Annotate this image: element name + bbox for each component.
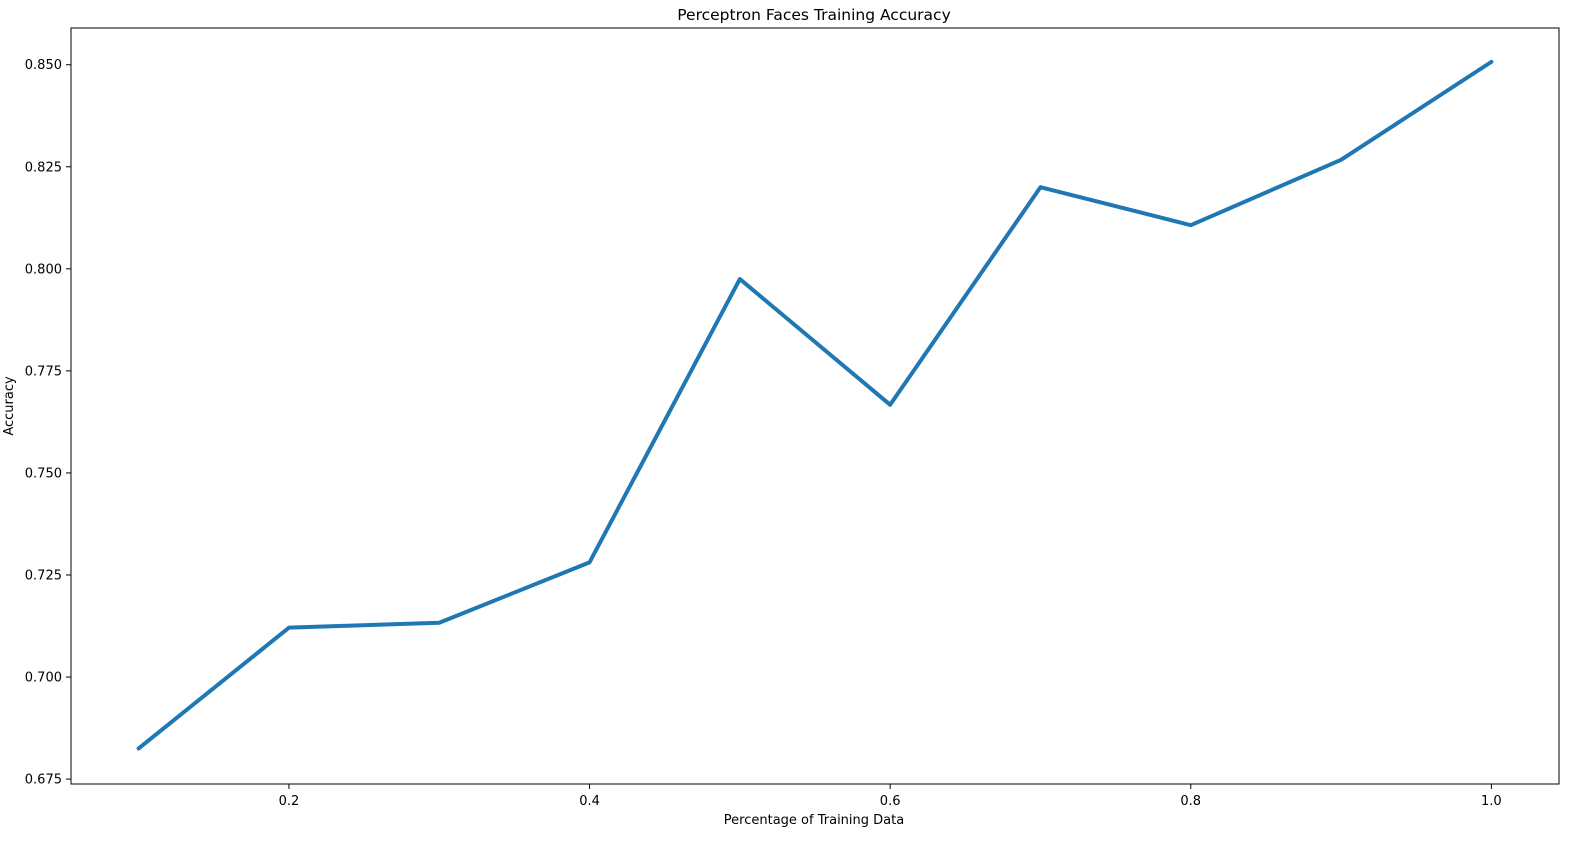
- plot-frame: [70, 27, 1560, 785]
- x-tick-label: 0.4: [579, 794, 600, 809]
- series-line: [136, 59, 1494, 751]
- x-axis-ticks: 0.2 0.4 0.6 0.8 1.0: [279, 784, 1502, 809]
- y-tick-label: 0.725: [25, 568, 62, 583]
- x-tick-label: 0.2: [279, 794, 300, 809]
- y-tick-label: 0.825: [25, 160, 62, 175]
- series-layer: [136, 59, 1494, 751]
- y-tick-label: 0.775: [25, 364, 62, 379]
- x-tick-label: 0.6: [880, 794, 901, 809]
- y-tick-label: 0.750: [25, 466, 62, 481]
- y-tick-label: 0.700: [25, 671, 62, 686]
- y-tick-label: 0.675: [25, 773, 62, 788]
- y-tick-label: 0.800: [25, 262, 62, 277]
- chart-title: Perceptron Faces Training Accuracy: [677, 6, 951, 24]
- y-axis-ticks: 0.675 0.700 0.725 0.750 0.775 0.800 0.825 0.850: [25, 58, 71, 788]
- x-tick-label: 1.0: [1481, 794, 1502, 809]
- y-axis-label: Accuracy: [2, 376, 17, 436]
- y-tick-label: 0.850: [25, 58, 62, 73]
- x-axis-label: Percentage of Training Data: [724, 813, 904, 828]
- x-tick-label: 0.8: [1180, 794, 1201, 809]
